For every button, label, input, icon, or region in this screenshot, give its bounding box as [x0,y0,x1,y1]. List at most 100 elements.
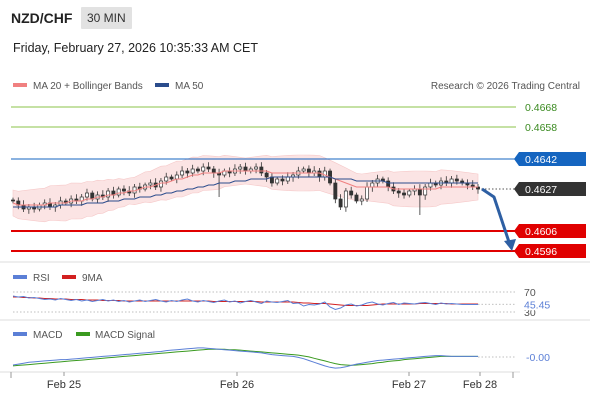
candle-body [454,178,459,182]
projection-arrow-line [481,187,512,246]
candle-body [159,180,163,188]
candle-body [11,199,15,202]
candle-body [180,170,185,176]
level-label-0.4627: 0.4627 [525,184,557,196]
rsi-legend-swatch [13,275,27,279]
candle-body [386,180,391,188]
candle-body [116,188,121,196]
rsi-current-bg [521,298,555,311]
level-tag-0.4627 [514,182,586,196]
macd-legend: MACD MACD Signal [13,330,155,341]
pair-title: NZD/CHF [11,10,73,26]
candle-body [280,178,285,182]
macd-signal-legend-label: MACD Signal [95,330,155,341]
candle-body [343,190,348,208]
candle-body [354,194,359,202]
candle-body [148,182,153,186]
rsi-current-label: 45.45 [524,299,550,311]
level-lines [11,106,516,252]
candle-body [285,176,290,182]
level-label-0.4658: 0.4658 [525,122,557,134]
candle-body [333,182,338,200]
ma20-legend-swatch [13,83,27,87]
level-label-0.4596: 0.4596 [525,246,557,258]
candle-body [169,176,174,180]
candle-body [195,168,200,172]
x-axis: Feb 25 Feb 26 Feb 27 Feb 28 [10,372,514,391]
candle-body [243,166,248,172]
level-label-0.4606: 0.4606 [525,226,557,238]
timeframe-badge[interactable]: 30 MIN [81,7,132,29]
candle-body [254,166,259,170]
ma20-legend-label: MA 20 + Bollinger Bands [33,81,143,92]
rsi-ma-legend-swatch [62,275,76,279]
candle-body [185,170,190,174]
level-label-0.4668: 0.4668 [525,102,557,114]
candle-body [322,170,327,178]
macd-legend-swatch [13,332,27,336]
candle-body [449,178,454,184]
candle-body [365,186,369,200]
macd-legend-label: MACD [33,330,62,341]
main-legend: MA 20 + Bollinger Bands MA 50 Research ©… [13,81,580,92]
candle-body [428,182,433,188]
candle-body [211,168,216,174]
candle-body [349,190,354,196]
x-tick-label: Feb 26 [220,379,254,391]
level-tag-0.4606 [514,224,586,238]
x-tick-label: Feb 27 [392,379,426,391]
macd-panel: -0.00 [12,347,550,369]
level-labels: 0.4668 0.4658 0.4642 0.4627 0.4606 0.4596 [514,102,586,258]
macd-zero-label: -0.00 [526,352,550,364]
candle-body [201,166,206,172]
moving-averages [12,170,478,208]
macd-signal-line [12,348,478,367]
candle-body [206,166,211,170]
rsi-level-70: 70 [524,287,536,299]
level-tag-0.4642 [514,152,586,166]
rsi-level-30: 30 [524,307,536,319]
projection-arrow-head [504,239,516,251]
candle-body [238,166,243,170]
candle-body [417,188,422,196]
candle-body [359,198,364,202]
candle-body [370,182,375,188]
projection-arrow [481,187,516,251]
panel-dividers [0,261,590,373]
level-tag-0.4596 [514,244,586,258]
ma50-legend-swatch [155,83,169,87]
rsi-line [12,295,478,311]
candle-body [275,178,280,184]
ma50-line [13,176,478,208]
candle-body [317,170,322,178]
candle-body [301,168,306,172]
macd-line [12,347,478,369]
macd-signal-legend-swatch [76,332,90,336]
rsi-legend-label: RSI [33,273,50,284]
candle-body [423,186,428,196]
candle-body [174,174,179,180]
candle-body [338,198,343,208]
candle-body [259,166,264,174]
candle-body [122,188,126,192]
rsi-legend: RSI 9MA [13,273,103,284]
candle-body [402,192,406,196]
ma20-line [12,170,478,206]
x-tick-label: Feb 28 [463,379,497,391]
candle-body [85,192,89,198]
candle-body [407,190,412,196]
candle-body [132,186,137,194]
candle-body [306,168,311,174]
rsi-ma-legend-label: 9MA [82,273,103,284]
datetime-label: Friday, February 27, 2026 10:35:33 AM CE… [13,41,259,55]
level-label-0.4642: 0.4642 [525,154,557,166]
x-tick-label: Feb 25 [47,379,81,391]
candle-body [190,168,195,174]
candle-body [164,176,169,182]
candle-body [396,190,401,194]
chart-header: NZD/CHF 30 MIN [0,0,590,36]
ma50-legend-label: MA 50 [175,81,204,92]
candle-body [106,190,111,198]
